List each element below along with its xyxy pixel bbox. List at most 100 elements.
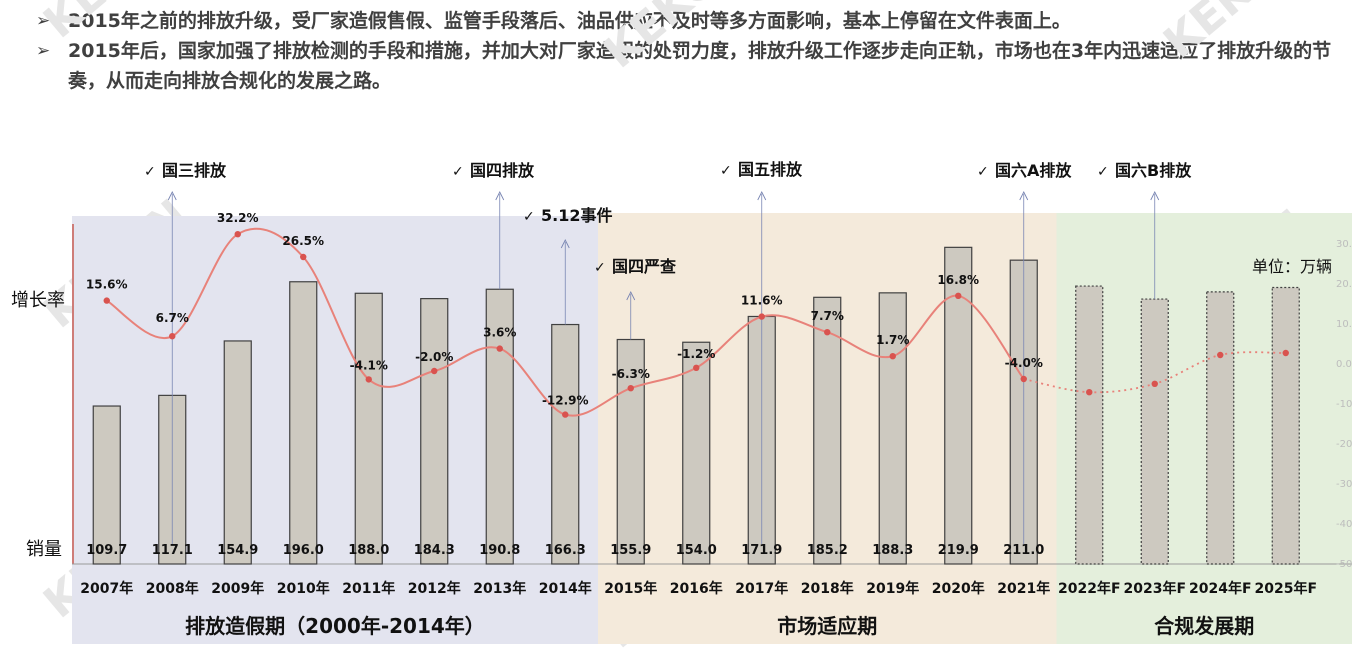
sales-value-label: 109.7 bbox=[86, 543, 127, 558]
arrow-bullet-icon: ➢ bbox=[36, 41, 51, 61]
sales-value-label: 166.3 bbox=[545, 543, 586, 558]
right-axis-tick-label: -50 bbox=[1336, 559, 1352, 570]
x-tick-label: 2015年 bbox=[604, 580, 657, 597]
sales-bar bbox=[354, 292, 383, 565]
x-tick-label: 2022年F bbox=[1058, 580, 1121, 597]
x-tick-label: 2007年 bbox=[80, 580, 133, 597]
check-icon: ✓ bbox=[720, 163, 732, 179]
sales-bar bbox=[223, 340, 252, 565]
growth-point bbox=[562, 411, 569, 418]
watermark-text: KEKON bbox=[594, 0, 757, 78]
event-arrow-icon bbox=[167, 190, 177, 201]
growth-value-label: 15.6% bbox=[86, 278, 128, 292]
right-axis-tick-label: 0.0 bbox=[1336, 359, 1352, 370]
sales-value-label: 154.9 bbox=[217, 543, 258, 558]
growth-value-label: 6.7% bbox=[156, 311, 189, 325]
sales-bar bbox=[878, 292, 907, 565]
check-icon: ✓ bbox=[452, 164, 464, 180]
bullet-item: ➢ 2015年之前的排放升级，受厂家造假售假、监管手段落后、油品供应不及时等多方… bbox=[36, 6, 1356, 36]
sales-value-label: 190.8 bbox=[479, 543, 520, 558]
sales-value-label: 184.3 bbox=[414, 543, 455, 558]
x-tick-label: 2024年F bbox=[1189, 580, 1252, 597]
event-label: 国六B排放 bbox=[1115, 161, 1192, 180]
check-icon: ✓ bbox=[1097, 164, 1109, 180]
growth-point bbox=[1282, 349, 1289, 357]
growth-point bbox=[824, 329, 831, 336]
right-axis-tick-label: -30 bbox=[1336, 479, 1352, 490]
event-label: 国五排放 bbox=[738, 160, 803, 179]
growth-value-label: 16.8% bbox=[937, 273, 979, 287]
check-icon: ✓ bbox=[523, 209, 535, 225]
growth-value-label: 7.7% bbox=[811, 309, 844, 323]
right-axis-tick-label: 10. bbox=[1336, 319, 1352, 330]
event-arrow-icon bbox=[1150, 190, 1160, 201]
x-tick-label: 2011年 bbox=[342, 580, 395, 597]
event-label: 5.12事件 bbox=[541, 206, 612, 225]
growth-value-label: 32.2% bbox=[217, 211, 259, 225]
watermark-text: KEKON bbox=[1154, 0, 1317, 68]
sales-bar bbox=[485, 288, 514, 565]
growth-axis-label: 增长率 bbox=[11, 290, 65, 311]
sales-bar bbox=[420, 298, 449, 565]
sales-value-label: 219.9 bbox=[938, 543, 979, 558]
bullet-text: 2015年后，国家加强了排放检测的手段和措施，并加大对厂家造假的处罚力度，排放升… bbox=[68, 40, 1332, 92]
right-axis-tick-label: -20 bbox=[1336, 439, 1352, 450]
bullet-text: 2015年之前的排放升级，受厂家造假售假、监管手段落后、油品供应不及时等多方面影… bbox=[68, 10, 1071, 32]
unit-label: 单位：万辆 bbox=[1252, 257, 1332, 276]
check-icon: ✓ bbox=[977, 164, 989, 180]
right-axis-tick-label: 30. bbox=[1336, 239, 1352, 250]
event-label: 国三排放 bbox=[162, 161, 227, 180]
sales-value-label: 185.2 bbox=[807, 543, 848, 558]
x-tick-label: 2008年 bbox=[146, 580, 199, 597]
growth-value-label: -12.9% bbox=[542, 394, 589, 408]
x-tick-label: 2017年 bbox=[735, 580, 788, 597]
check-icon: ✓ bbox=[594, 260, 606, 276]
x-tick-label: 2018年 bbox=[801, 580, 854, 597]
growth-point bbox=[693, 364, 700, 371]
check-icon: ✓ bbox=[144, 164, 156, 180]
growth-point bbox=[1086, 389, 1093, 396]
growth-point bbox=[1217, 351, 1224, 359]
x-tick-label: 2009年 bbox=[211, 580, 264, 597]
event-label: 国六A排放 bbox=[995, 161, 1072, 180]
growth-point bbox=[169, 333, 176, 340]
sales-bar bbox=[813, 296, 842, 565]
sales-bar bbox=[682, 341, 711, 565]
growth-point bbox=[627, 385, 634, 392]
growth-point bbox=[431, 367, 438, 375]
growth-value-label: -1.2% bbox=[677, 347, 715, 361]
growth-value-label: 26.5% bbox=[282, 234, 324, 248]
x-tick-label: 2016年 bbox=[670, 580, 723, 597]
growth-value-label: 3.6% bbox=[483, 326, 516, 340]
sales-value-label: 188.3 bbox=[872, 543, 913, 558]
watermark-text: KEKON bbox=[34, 0, 197, 48]
sales-bar bbox=[551, 323, 580, 565]
x-tick-label: 2012年 bbox=[408, 580, 461, 597]
growth-value-label: -4.1% bbox=[350, 358, 388, 372]
bullet-item: ➢ 2015年后，国家加强了排放检测的手段和措施，并加大对厂家造假的处罚力度，排… bbox=[36, 36, 1356, 96]
bullet-list: ➢ 2015年之前的排放升级，受厂家造假售假、监管手段落后、油品供应不及时等多方… bbox=[36, 6, 1356, 96]
x-tick-label: 2013年 bbox=[473, 580, 526, 597]
x-tick-label: 2014年 bbox=[539, 580, 592, 597]
right-axis-tick-label: -10 bbox=[1336, 399, 1352, 410]
sales-value-label: 171.9 bbox=[741, 543, 782, 558]
x-tick-label: 2019年 bbox=[866, 580, 919, 597]
growth-value-label: 1.7% bbox=[876, 333, 909, 347]
growth-point bbox=[955, 292, 962, 299]
right-axis-tick-label: -40 bbox=[1336, 519, 1352, 530]
x-tick-label: 2020年 bbox=[932, 580, 985, 597]
period-background bbox=[1056, 213, 1352, 644]
event-label: 国四严查 bbox=[612, 257, 676, 276]
period-background bbox=[72, 216, 598, 644]
growth-point bbox=[365, 376, 372, 383]
sales-bar bbox=[92, 405, 121, 565]
right-axis-tick-label: 20. bbox=[1336, 279, 1352, 290]
growth-point bbox=[758, 313, 765, 320]
growth-value-label: -2.0% bbox=[415, 350, 453, 364]
sales-value-label: 155.9 bbox=[610, 543, 651, 558]
sales-forecast-bar bbox=[1140, 298, 1169, 565]
sales-value-label: 117.1 bbox=[152, 543, 193, 558]
period-label: 排放造假期（2000年-2014年） bbox=[185, 614, 485, 638]
growth-point bbox=[300, 253, 307, 261]
